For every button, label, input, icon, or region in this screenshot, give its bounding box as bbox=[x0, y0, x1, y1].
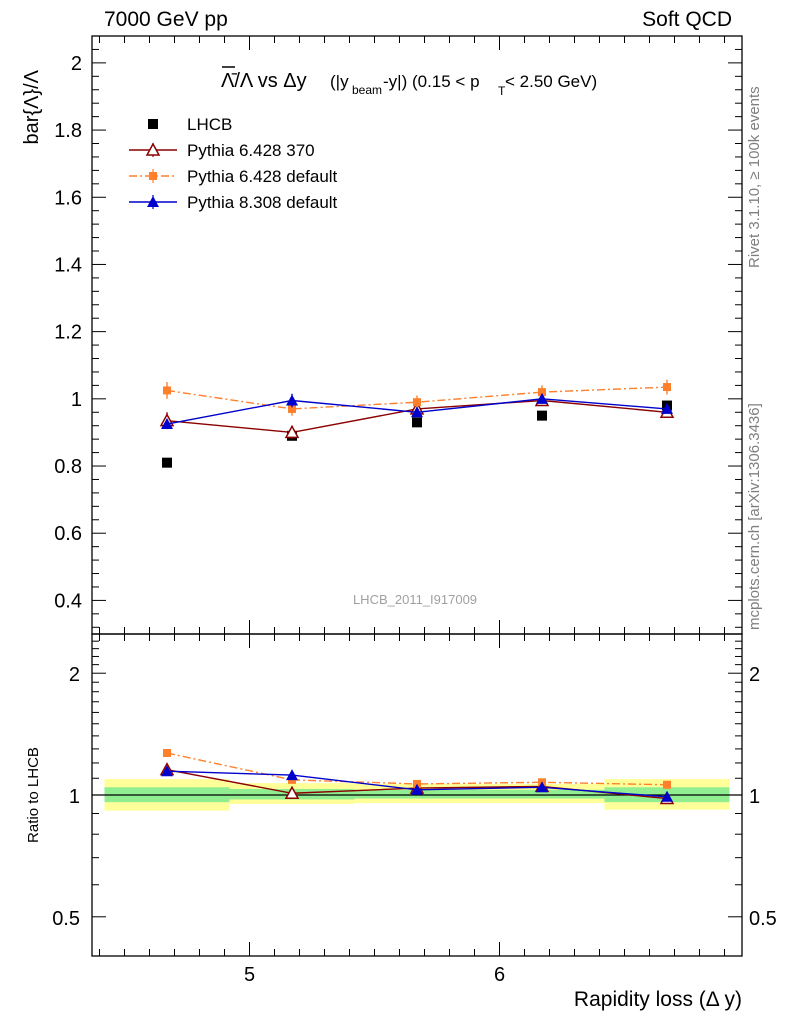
data-point-triangle bbox=[286, 769, 298, 781]
y-tick-label: 1.2 bbox=[54, 322, 82, 344]
legend-label: Pythia 8.308 default bbox=[187, 193, 338, 212]
data-point-triangle bbox=[661, 402, 673, 414]
y-tick-label: 1 bbox=[71, 389, 82, 411]
legend-label: LHCB bbox=[187, 115, 232, 134]
data-point-small-square bbox=[538, 388, 546, 397]
data-point-square bbox=[162, 457, 172, 468]
ratio-y-tick-label: 0.5 bbox=[52, 908, 80, 930]
data-point-triangle bbox=[411, 406, 423, 418]
data-point-triangle bbox=[147, 196, 159, 207]
data-point-open-triangle bbox=[145, 142, 161, 156]
chart-text: 0.4 0.6 0.8 1 1.2 1.4 1.6 1.8 2 0.5 0.5 1 1 2 2 5 6 bbox=[52, 53, 777, 986]
legend-label: Pythia 6.428 default bbox=[187, 167, 338, 186]
ratio-y-tick-label: 1 bbox=[69, 786, 80, 808]
plot-title-tail: < 2.50 GeV) bbox=[505, 72, 597, 91]
x-tick-label: 6 bbox=[494, 964, 505, 986]
data-point-square bbox=[537, 410, 547, 421]
data-point-square bbox=[148, 119, 158, 129]
ratio-y-tick-label-right: 2 bbox=[749, 664, 760, 686]
data-point-small-square bbox=[663, 383, 671, 392]
data-point-triangle bbox=[536, 392, 548, 404]
analysis-watermark: LHCB_2011_I917009 bbox=[353, 592, 477, 607]
category-label: Soft QCD bbox=[642, 8, 732, 31]
data-point-triangle bbox=[286, 394, 298, 406]
main-series bbox=[159, 379, 675, 468]
data-point-small-square bbox=[149, 172, 157, 180]
legend-label: Pythia 6.428 370 bbox=[187, 141, 315, 160]
x-axis-label: Rapidity loss (Δ y) bbox=[574, 988, 742, 1011]
plot-title-paren-close: -y|) (0.15 < p bbox=[383, 72, 480, 91]
data-point-small-square bbox=[663, 780, 671, 789]
data-point-open-triangle bbox=[284, 424, 300, 439]
data-point-triangle bbox=[536, 781, 548, 793]
plot-title-paren-open: (|y bbox=[330, 72, 349, 91]
data-point-square bbox=[412, 417, 422, 428]
ratio-y-tick-label-right: 0.5 bbox=[749, 908, 777, 930]
ratio-band-inner bbox=[479, 789, 605, 799]
axes bbox=[91, 35, 743, 957]
data-point-triangle bbox=[161, 765, 173, 777]
y-tick-label: 1.6 bbox=[54, 187, 82, 209]
data-point-small-square bbox=[163, 386, 171, 395]
plot-title-pt-subscript: T bbox=[498, 84, 506, 98]
data-point-small-square bbox=[288, 404, 296, 413]
ratio-y-tick-label-right: 1 bbox=[749, 786, 760, 808]
y-axis-label: bar{Λ}/Λ bbox=[21, 69, 43, 144]
plot-title-beam-subscript: beam bbox=[352, 83, 382, 97]
y-tick-label: 1.8 bbox=[54, 120, 82, 142]
data-point-triangle bbox=[661, 790, 673, 802]
y-tick-label: 2 bbox=[71, 53, 82, 75]
data-point-triangle bbox=[161, 418, 173, 430]
y-tick-label: 0.4 bbox=[54, 590, 82, 612]
plot-title: Λ̄/Λ vs Δy (|y beam -y|) (0.15 < p T < 2… bbox=[221, 66, 597, 98]
data-point-small-square bbox=[413, 398, 421, 407]
x-tick-label: 5 bbox=[244, 964, 255, 986]
ratio-series bbox=[159, 749, 675, 805]
data-point-triangle bbox=[411, 783, 423, 795]
legend: LHCB Pythia 6.428 370 Pythia 6.428 default… bbox=[129, 115, 338, 212]
y-tick-label: 0.6 bbox=[54, 523, 82, 545]
data-point-open-triangle bbox=[284, 785, 300, 800]
y-tick-label: 1.4 bbox=[54, 254, 82, 276]
data-point-small-square bbox=[163, 749, 171, 758]
plot-title-main: Λ̄/Λ vs Δy bbox=[221, 70, 307, 92]
y-tick-label: 0.8 bbox=[54, 456, 82, 478]
ratio-y-axis-label: Ratio to LHCB bbox=[25, 747, 42, 843]
ratio-y-tick-label: 2 bbox=[69, 664, 80, 686]
energy-label: 7000 GeV pp bbox=[104, 8, 228, 31]
